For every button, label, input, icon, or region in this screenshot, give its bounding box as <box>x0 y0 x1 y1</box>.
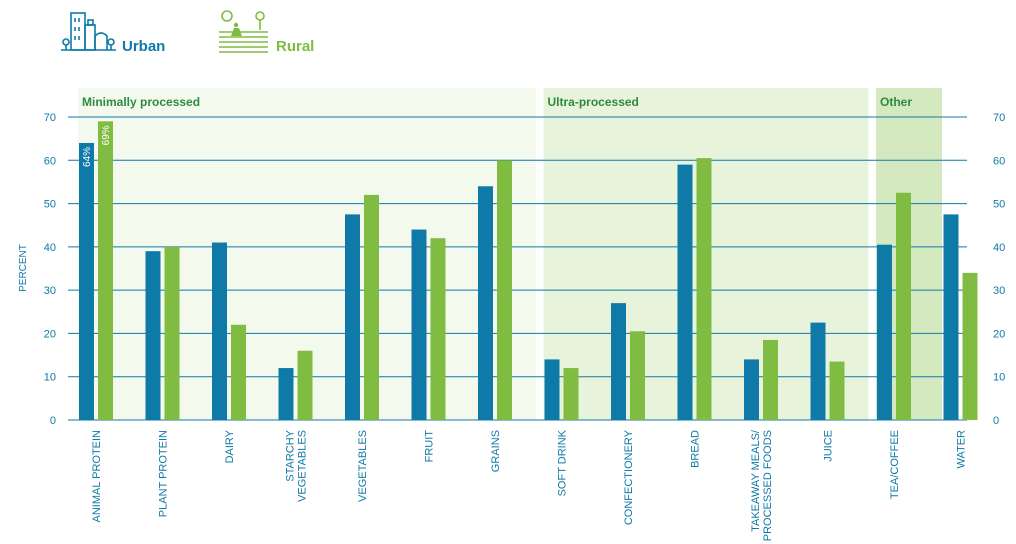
category-label: FRUIT <box>424 430 436 463</box>
legend-item-urban: Urban <box>58 8 188 64</box>
category-label: VEGETABLES <box>297 430 309 502</box>
bar-rural <box>563 368 579 420</box>
y-tick-label-left: 30 <box>44 285 56 297</box>
data-label: 69% <box>101 125 112 145</box>
y-tick-label-right: 40 <box>993 242 1005 254</box>
category-label: TEA/COFFEE <box>889 430 901 499</box>
category-label: GRAINS <box>490 430 502 472</box>
bar-urban <box>411 229 427 420</box>
legend: Urban Rural <box>58 8 378 64</box>
bar-urban <box>677 164 693 420</box>
category-label: BREAD <box>690 430 702 468</box>
bar-rural <box>164 246 180 420</box>
bar-rural <box>231 324 246 420</box>
category-label: VEGETABLES <box>357 430 369 502</box>
category-label: PLANT PROTEIN <box>158 430 170 517</box>
bar-rural <box>430 238 446 420</box>
farm-field-icon <box>219 10 268 53</box>
bar-urban <box>278 368 294 420</box>
category-label: ANIMAL PROTEIN <box>91 430 103 523</box>
category-label: DAIRY <box>224 429 236 463</box>
bar-urban <box>478 186 493 420</box>
city-buildings-icon <box>61 12 116 51</box>
bar-urban <box>943 214 959 420</box>
bar-rural <box>962 272 978 420</box>
y-tick-label-left: 0 <box>50 415 56 427</box>
bar-rural <box>829 361 845 420</box>
bar-rural <box>497 160 512 421</box>
group-label: Minimally processed <box>82 95 200 109</box>
bar-urban <box>145 251 161 420</box>
bar-rural <box>297 350 313 420</box>
category-label: CONFECTIONERY <box>623 429 635 525</box>
bar-urban <box>79 142 94 420</box>
category-label: WATER <box>956 430 968 469</box>
legend-label-rural: Rural <box>276 38 315 55</box>
bar-urban <box>345 214 360 420</box>
bar-urban <box>810 322 826 420</box>
category-label: PROCESSED FOODS <box>762 430 774 541</box>
bar-urban <box>744 359 759 420</box>
category-label: SOFT DRINK <box>557 429 569 496</box>
y-tick-label-left: 20 <box>44 328 56 340</box>
category-label: STARCHY <box>285 429 297 481</box>
y-tick-label-right: 0 <box>993 415 999 427</box>
y-tick-label-right: 30 <box>993 285 1005 297</box>
y-tick-label-left: 50 <box>44 199 56 211</box>
y-tick-label-right: 70 <box>993 112 1005 124</box>
y-tick-label-right: 60 <box>993 155 1005 167</box>
y-axis-title: PERCENT <box>18 244 29 292</box>
y-tick-label-left: 70 <box>44 112 56 124</box>
bar-urban <box>877 244 892 420</box>
labels: Minimally processed Ultra-processed Other 0… <box>18 95 1005 541</box>
bar-urban <box>544 359 560 420</box>
group-label: Other <box>880 95 912 109</box>
bar-rural <box>630 331 645 420</box>
category-label: TAKEAWAY MEALS/ <box>750 429 762 532</box>
y-tick-label-right: 20 <box>993 328 1005 340</box>
bars <box>79 121 978 421</box>
bar-rural <box>696 158 712 420</box>
y-tick-label-left: 10 <box>44 372 56 384</box>
y-tick-label-right: 50 <box>993 199 1005 211</box>
y-tick-label-left: 60 <box>44 155 56 167</box>
bar-rural <box>763 339 778 420</box>
group-label: Ultra-processed <box>548 95 639 109</box>
legend-item-rural: Rural <box>216 8 356 64</box>
bar-urban <box>611 303 626 420</box>
bar-rural <box>98 121 113 420</box>
category-label: JUICE <box>823 430 835 462</box>
y-tick-label-right: 10 <box>993 372 1005 384</box>
bar-rural <box>364 194 379 420</box>
legend-label-urban: Urban <box>122 38 166 55</box>
bar-urban <box>212 242 227 420</box>
data-label: 64% <box>82 147 93 167</box>
bar-rural <box>896 192 911 420</box>
y-tick-label-left: 40 <box>44 242 56 254</box>
